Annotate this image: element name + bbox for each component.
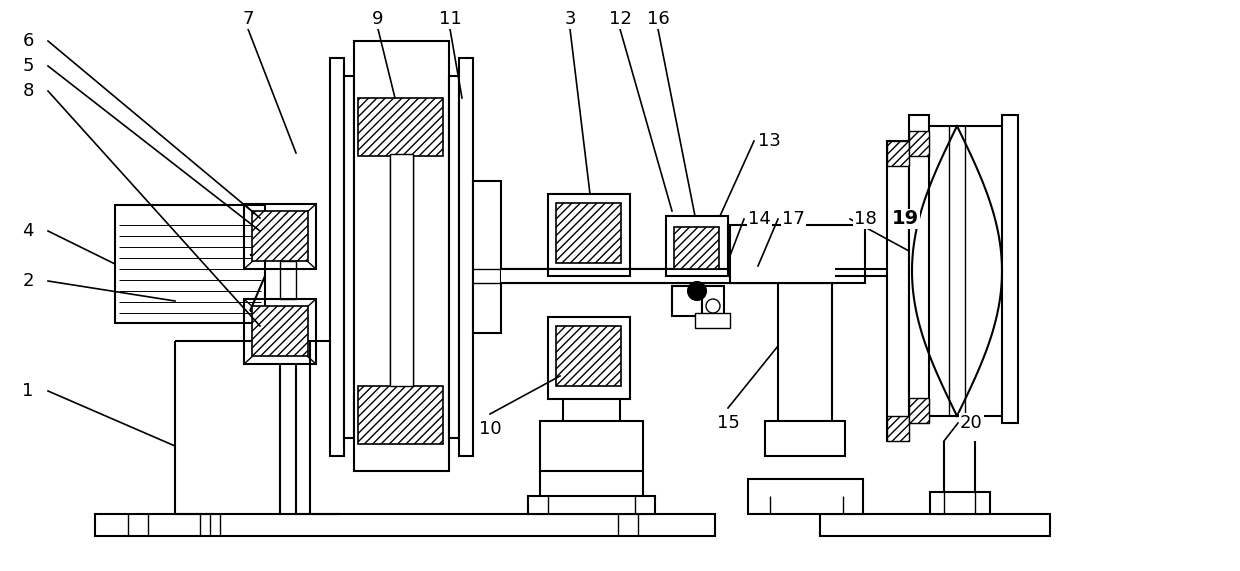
Bar (820, 514, 1050, 536)
Bar (748, 479, 863, 514)
Bar (449, 76, 459, 438)
Text: 15: 15 (717, 414, 739, 432)
Bar (330, 58, 343, 456)
Circle shape (688, 282, 706, 300)
Text: 12: 12 (609, 10, 631, 28)
Bar (353, 41, 449, 471)
Bar (244, 299, 316, 364)
Text: 6: 6 (22, 32, 33, 50)
Bar (115, 205, 265, 323)
Bar (909, 115, 929, 423)
Bar (909, 131, 929, 156)
Bar (252, 306, 308, 356)
Text: 10: 10 (479, 420, 501, 438)
Bar (909, 398, 929, 423)
Bar (539, 421, 644, 471)
Text: 7: 7 (242, 10, 254, 28)
Bar (672, 286, 702, 316)
Text: 1: 1 (22, 382, 33, 400)
Text: 16: 16 (646, 10, 670, 28)
Bar (358, 386, 443, 444)
Bar (95, 514, 715, 536)
Circle shape (706, 299, 720, 313)
Bar (930, 492, 990, 514)
Text: 5: 5 (22, 57, 33, 75)
Text: 18: 18 (854, 210, 877, 228)
Text: 2: 2 (22, 272, 33, 290)
Bar (887, 141, 909, 166)
Bar (358, 98, 443, 156)
Text: 14: 14 (748, 210, 771, 228)
Bar (244, 204, 316, 269)
Bar (528, 496, 655, 514)
Bar (548, 194, 630, 276)
Bar (391, 154, 413, 386)
Bar (675, 227, 719, 269)
Bar (694, 313, 730, 328)
Text: 13: 13 (758, 132, 781, 150)
Bar (397, 233, 405, 306)
Bar (765, 421, 844, 456)
Text: 20: 20 (960, 414, 983, 432)
Bar (730, 225, 866, 283)
Bar (702, 286, 724, 316)
Bar (252, 211, 308, 261)
Bar (343, 76, 353, 438)
Bar (666, 216, 728, 276)
Bar (887, 141, 909, 441)
Bar (887, 416, 909, 441)
Bar (556, 326, 621, 386)
Text: 3: 3 (564, 10, 575, 28)
Bar (548, 317, 630, 399)
Bar (472, 181, 501, 333)
Text: 17: 17 (782, 210, 805, 228)
Text: 11: 11 (439, 10, 461, 28)
Text: 19: 19 (892, 210, 919, 228)
Bar (280, 261, 296, 299)
Bar (1002, 115, 1018, 423)
Bar (459, 58, 472, 456)
Text: 4: 4 (22, 222, 33, 240)
Text: 9: 9 (372, 10, 383, 28)
Bar (501, 269, 835, 283)
Bar (556, 203, 621, 263)
Text: 8: 8 (22, 82, 33, 100)
